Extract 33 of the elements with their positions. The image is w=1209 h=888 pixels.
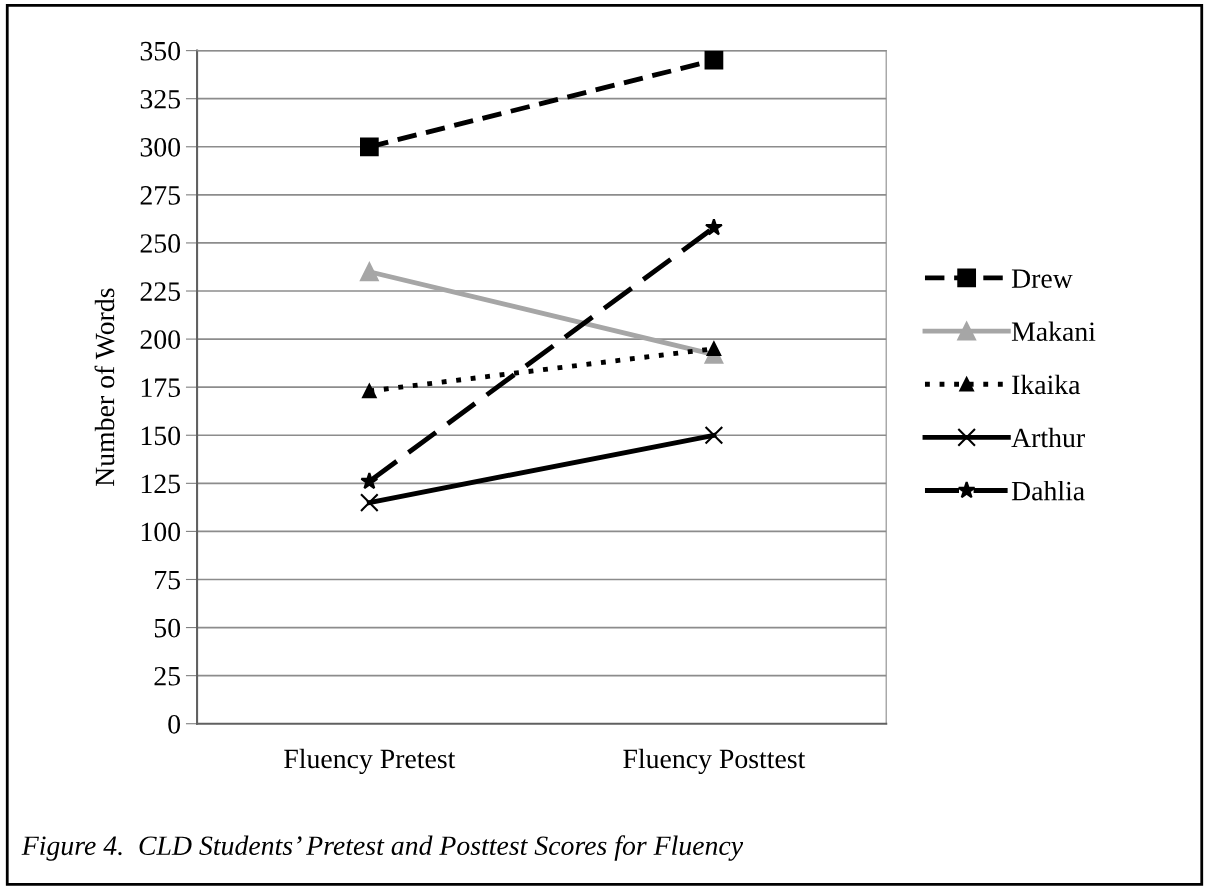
legend-label: Dahlia	[1011, 480, 1085, 501]
y-tick-label: 75	[155, 570, 181, 590]
y-tick-label: 200	[140, 330, 181, 349]
y-tick-label: 275	[140, 186, 181, 205]
y-tick-label: 150	[141, 426, 181, 446]
x-tick-label: Fluency Pretest	[284, 748, 456, 774]
y-axis-title: Number of Words	[94, 288, 115, 487]
y-tick-label: 125	[141, 474, 181, 494]
point	[704, 50, 724, 70]
y-tick-label: 325	[140, 89, 181, 109]
y-tick-label: 250	[140, 234, 181, 253]
point	[362, 383, 377, 399]
y-tick-label: 350	[140, 41, 181, 61]
y-tick-label: 225	[140, 282, 181, 301]
legend-label: Drew	[1011, 269, 1073, 288]
legend-label: Ikaika	[1012, 374, 1081, 395]
y-tick-label: 0	[168, 714, 181, 734]
y-tick-label: 25	[154, 666, 181, 686]
point	[704, 425, 724, 445]
point	[706, 341, 722, 356]
y-tick-label: 300	[140, 137, 181, 157]
legend-label: Arthur	[1011, 427, 1085, 448]
y-tick-label: 50	[154, 618, 181, 638]
point	[359, 262, 379, 282]
x-tick-label: Fluency Posttest	[623, 748, 806, 774]
y-tick-label: 175	[141, 378, 181, 398]
point	[704, 218, 723, 236]
y-tick-label: 100	[141, 522, 181, 542]
point	[359, 493, 379, 512]
legend-label: Makani	[1011, 321, 1096, 342]
point	[360, 472, 379, 490]
caption: Figure 4. CLD Students’ Pretest and Posttest Scores for Fluency	[21, 835, 744, 861]
point	[359, 137, 379, 157]
